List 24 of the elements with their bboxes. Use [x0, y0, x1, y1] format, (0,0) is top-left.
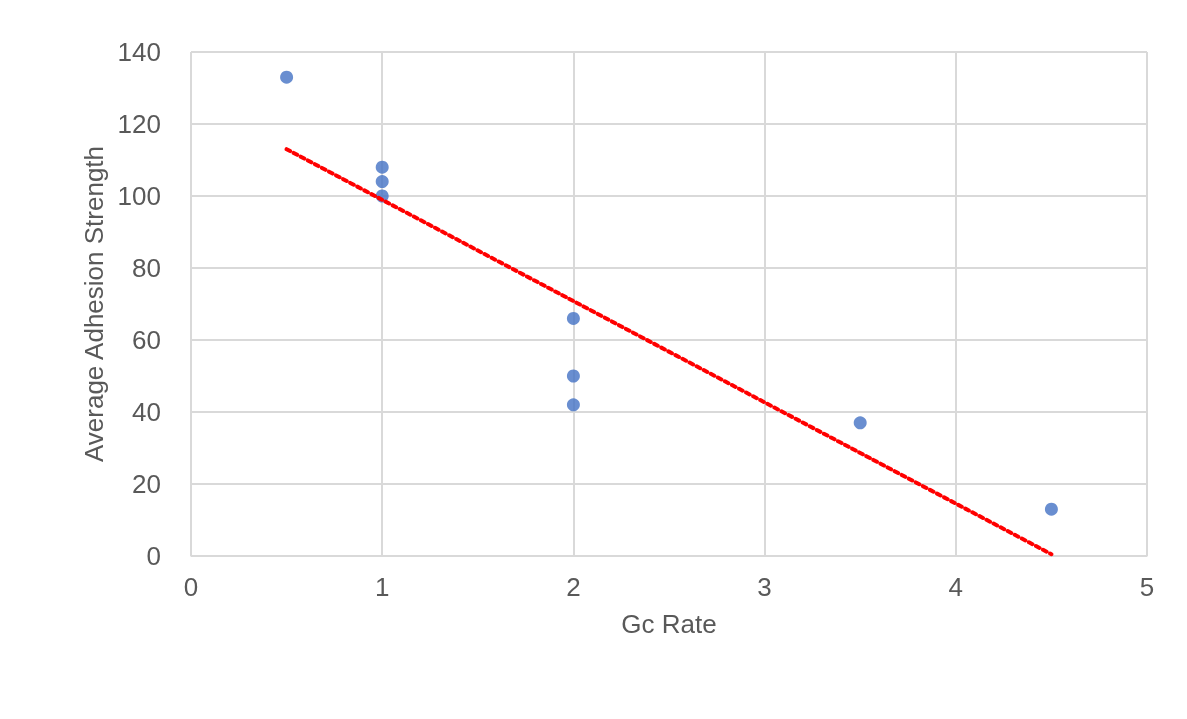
- x-tick-label: 2: [566, 572, 581, 602]
- y-tick-label: 140: [117, 37, 161, 67]
- point: [853, 416, 867, 430]
- point: [375, 175, 389, 189]
- y-tick-label: 80: [132, 253, 161, 283]
- x-axis-title: Gc Rate: [621, 609, 717, 639]
- x-tick-label: 4: [948, 572, 964, 602]
- x-tick-label: 1: [374, 572, 390, 602]
- point: [566, 398, 580, 412]
- point: [1044, 502, 1058, 516]
- x-tick-label: 3: [757, 572, 772, 602]
- x-tick-label: 0: [183, 572, 199, 602]
- y-tick-label: 60: [132, 325, 161, 355]
- point: [375, 160, 389, 174]
- y-tick-label: 40: [132, 397, 161, 427]
- y-tick-label: 0: [146, 541, 161, 571]
- y-tick-label: 20: [132, 469, 161, 499]
- y-tick-label: 120: [117, 109, 161, 139]
- y-axis-title: Average Adhesion Strength: [78, 145, 109, 463]
- point: [566, 311, 580, 325]
- y-tick-label: 100: [117, 181, 161, 211]
- point: [280, 70, 294, 84]
- point: [566, 369, 580, 383]
- x-tick-label: 5: [1139, 572, 1155, 602]
